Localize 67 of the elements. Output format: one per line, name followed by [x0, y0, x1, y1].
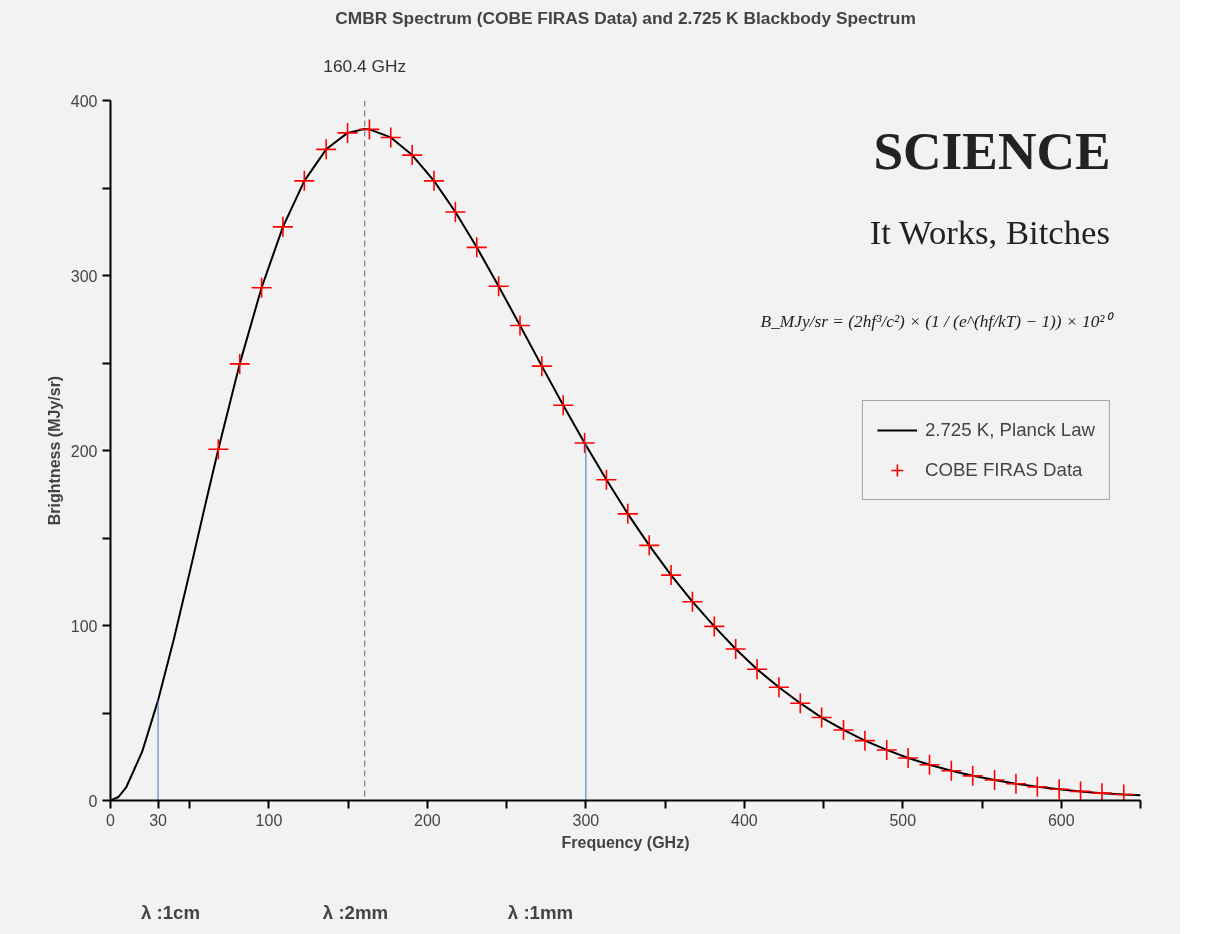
annotation: SCIENCE	[873, 120, 1111, 181]
point	[250, 276, 273, 299]
point	[207, 438, 230, 461]
point	[1048, 778, 1070, 801]
x-tick-label: 500	[889, 811, 917, 829]
point	[961, 765, 984, 787]
x-tick-label: 30	[149, 811, 168, 829]
y-tick-label: 100	[70, 617, 98, 635]
point	[509, 314, 531, 337]
x-tick-label: 400	[731, 811, 758, 829]
text: λ :2mm	[322, 901, 389, 923]
point	[531, 355, 553, 377]
point	[423, 170, 445, 192]
y-tick-label: 300	[70, 267, 98, 285]
y-tick-label: 0	[88, 792, 98, 810]
annotation: B_MJy/sr = (2hf³/c²) × (1 / (e^(hf/kT) − 1)) × 10²⁰	[760, 311, 1114, 331]
point	[918, 754, 941, 776]
annotation: It Works, Bitches	[869, 212, 1110, 251]
point	[1026, 776, 1049, 798]
point	[272, 216, 294, 238]
y-tick-label: 400	[70, 92, 98, 110]
point	[789, 692, 812, 714]
point	[940, 759, 963, 782]
ref-line-label: 160.4 GHz	[323, 55, 407, 76]
point	[465, 236, 488, 259]
x-axis-title: Frequency (GHz)	[561, 833, 690, 851]
point	[401, 144, 423, 166]
point	[681, 590, 704, 613]
point	[768, 676, 790, 699]
x-tick-label: 0	[106, 811, 116, 829]
point	[638, 534, 661, 557]
point	[832, 719, 855, 741]
point	[487, 275, 510, 297]
point	[617, 503, 639, 525]
chart-title: CMBR Spectrum (COBE FIRAS Data) and 2.725 K Blackbody Spectrum	[335, 7, 916, 28]
point	[552, 394, 575, 416]
y-tick-label: 200	[70, 442, 98, 460]
point	[875, 739, 898, 761]
point	[228, 353, 251, 375]
y-axis-title: Brightness (MJy/sr)	[45, 375, 63, 526]
point	[293, 170, 316, 192]
point	[703, 615, 726, 638]
point	[810, 706, 833, 729]
point	[660, 564, 682, 586]
point	[897, 747, 919, 769]
text: λ :1cm	[140, 901, 201, 923]
point	[1069, 780, 1092, 801]
point	[444, 201, 467, 223]
point	[1091, 782, 1113, 801]
x-tick-label: 600	[1047, 811, 1075, 829]
x-tick-label: 100	[255, 811, 283, 829]
point	[315, 138, 337, 161]
point	[746, 658, 768, 681]
x-tick-label: 200	[414, 811, 441, 829]
point	[1005, 772, 1027, 795]
point	[724, 638, 747, 660]
point	[595, 468, 618, 491]
x-tick-label: 300	[572, 811, 600, 829]
text: λ :1mm	[507, 901, 574, 923]
point	[983, 769, 1006, 791]
point	[573, 432, 596, 454]
legend-label: COBE FIRAS Data	[924, 459, 1083, 481]
point	[358, 118, 381, 141]
point	[854, 729, 876, 752]
point	[379, 126, 402, 149]
point	[336, 122, 359, 144]
legend-label: 2.725 K, Planck Law	[924, 419, 1095, 441]
